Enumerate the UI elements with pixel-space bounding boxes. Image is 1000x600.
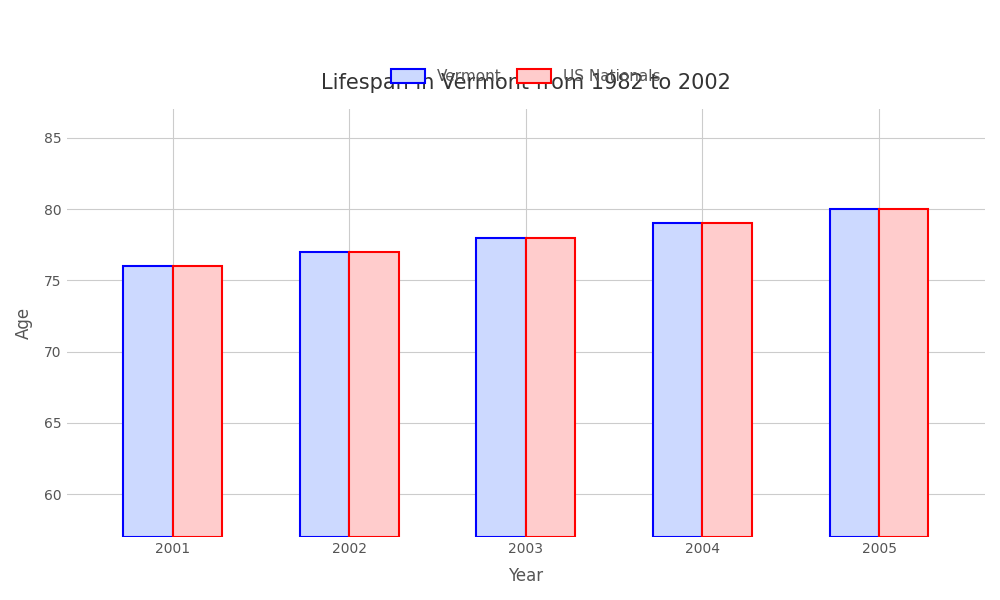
Bar [653,223,702,537]
Bar [702,223,752,537]
Bar [526,238,575,537]
Bar [173,266,222,537]
Y-axis label: Age: Age [15,307,33,339]
Bar [830,209,879,537]
Bar [123,266,173,537]
Bar [879,209,928,537]
Bar [300,252,349,537]
Title: Lifespan in Vermont from 1982 to 2002: Lifespan in Vermont from 1982 to 2002 [321,73,731,92]
Bar [476,238,526,537]
X-axis label: Year: Year [508,567,543,585]
Legend: Vermont, US Nationals: Vermont, US Nationals [384,61,668,92]
Bar [349,252,399,537]
